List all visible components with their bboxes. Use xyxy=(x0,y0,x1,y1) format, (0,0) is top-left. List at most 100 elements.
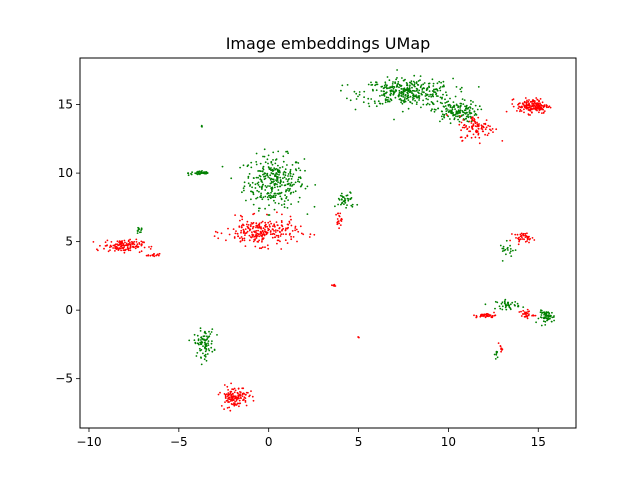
data-point xyxy=(413,97,415,100)
data-point xyxy=(260,180,263,183)
data-point xyxy=(404,100,407,103)
data-point xyxy=(255,163,258,166)
data-point xyxy=(200,171,203,173)
data-point xyxy=(386,87,389,89)
data-point xyxy=(473,314,475,317)
data-point xyxy=(260,221,263,224)
data-point xyxy=(495,353,498,356)
data-point xyxy=(241,226,243,229)
data-point xyxy=(271,236,274,239)
data-point xyxy=(289,175,292,177)
data-point xyxy=(251,186,254,189)
data-point xyxy=(202,352,204,355)
data-point xyxy=(109,249,111,252)
data-point xyxy=(495,128,498,131)
data-point xyxy=(277,236,280,239)
data-point xyxy=(143,246,146,249)
data-point xyxy=(445,112,448,115)
data-point xyxy=(390,89,393,91)
data-point xyxy=(345,194,348,197)
data-point xyxy=(553,319,555,322)
data-point xyxy=(205,359,208,362)
data-point xyxy=(203,358,206,361)
data-point xyxy=(464,137,467,139)
data-point xyxy=(396,77,398,79)
data-point xyxy=(257,223,260,226)
data-point xyxy=(426,88,429,90)
data-point xyxy=(216,231,219,234)
data-point xyxy=(531,237,534,239)
data-point xyxy=(274,225,276,228)
data-point xyxy=(276,185,279,188)
data-point xyxy=(545,317,548,320)
data-point xyxy=(367,83,370,86)
data-point xyxy=(258,174,261,177)
data-point xyxy=(267,221,270,224)
data-point xyxy=(460,105,462,107)
data-point xyxy=(340,89,342,92)
data-point xyxy=(267,162,269,165)
data-point xyxy=(347,199,350,202)
data-point xyxy=(110,241,113,243)
data-point xyxy=(287,173,290,175)
data-point xyxy=(262,155,264,158)
data-point xyxy=(256,196,259,199)
data-point xyxy=(302,233,305,236)
data-point xyxy=(193,339,196,342)
data-point xyxy=(477,116,480,119)
data-point xyxy=(226,395,229,397)
data-point xyxy=(408,86,411,88)
data-point xyxy=(526,106,528,109)
data-point xyxy=(273,233,276,236)
data-point xyxy=(242,187,245,190)
data-point xyxy=(233,387,236,390)
data-point xyxy=(197,339,200,342)
data-point xyxy=(452,114,454,117)
x-tick-label: 10 xyxy=(441,435,456,449)
data-point xyxy=(255,237,258,239)
data-point xyxy=(493,353,496,356)
data-point xyxy=(469,111,471,114)
data-point xyxy=(449,122,452,125)
data-point xyxy=(196,352,199,354)
data-point xyxy=(528,313,530,316)
data-point xyxy=(269,197,272,200)
data-point xyxy=(258,235,261,238)
data-point xyxy=(523,106,526,109)
data-point xyxy=(552,316,555,318)
data-point xyxy=(295,228,298,231)
data-point xyxy=(139,231,141,234)
data-point xyxy=(418,99,420,101)
data-point xyxy=(288,178,290,180)
data-point xyxy=(428,85,430,88)
data-point xyxy=(539,316,542,318)
data-point xyxy=(428,103,431,106)
data-point xyxy=(291,164,294,166)
data-point xyxy=(457,105,460,107)
data-point xyxy=(234,232,237,235)
data-point xyxy=(468,126,471,128)
data-point xyxy=(480,108,483,111)
data-point xyxy=(460,129,462,132)
data-point xyxy=(462,103,465,105)
data-point xyxy=(269,233,272,236)
data-point xyxy=(415,87,418,90)
data-point xyxy=(536,98,539,101)
data-point xyxy=(474,104,477,107)
data-point xyxy=(293,183,295,186)
data-point xyxy=(254,230,256,233)
data-point xyxy=(544,324,547,326)
data-point xyxy=(505,239,508,242)
data-point xyxy=(409,95,412,98)
data-point xyxy=(387,96,390,99)
data-point xyxy=(422,99,424,102)
data-point xyxy=(283,206,286,209)
data-point xyxy=(259,178,262,181)
data-point xyxy=(522,233,524,236)
data-point xyxy=(274,202,277,204)
data-point xyxy=(337,197,340,200)
data-point xyxy=(455,115,457,118)
data-point xyxy=(207,340,210,342)
data-point xyxy=(103,247,105,250)
data-point xyxy=(252,240,255,243)
